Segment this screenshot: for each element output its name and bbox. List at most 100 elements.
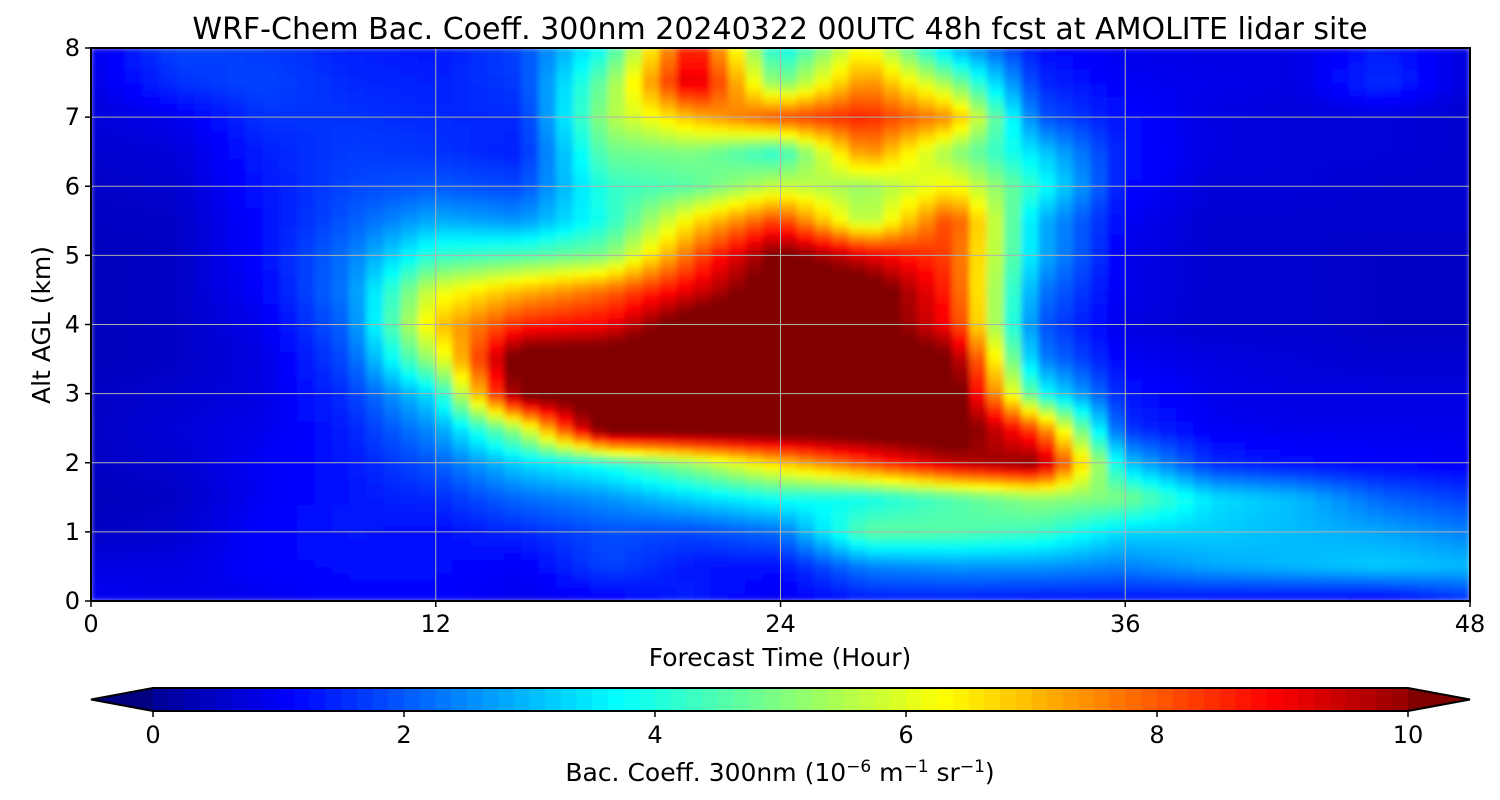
heatmap-cell	[486, 358, 506, 367]
heatmap-cell	[1245, 358, 1264, 367]
heatmap-cell	[417, 531, 437, 540]
heatmap-cell	[193, 372, 213, 381]
heatmap-cell	[1072, 427, 1092, 436]
heatmap-cell	[486, 178, 506, 187]
heatmap-cell	[779, 475, 799, 485]
heatmap-cell	[1331, 427, 1350, 436]
heatmap-cell	[848, 552, 868, 561]
heatmap-cell	[917, 337, 937, 346]
heatmap-cell	[314, 178, 333, 187]
heatmap-cell	[400, 593, 420, 601]
heatmap-cell	[228, 565, 247, 574]
heatmap-cell	[142, 455, 161, 464]
heatmap-cell	[211, 358, 230, 367]
heatmap-cell	[1348, 254, 1368, 263]
heatmap-cell	[469, 289, 489, 298]
heatmap-cell	[262, 538, 282, 547]
heatmap-cell	[1452, 351, 1470, 360]
heatmap-cell	[1348, 552, 1368, 561]
heatmap-cell	[400, 220, 420, 229]
heatmap-cell	[676, 337, 695, 346]
heatmap-cell	[159, 358, 178, 367]
heatmap-cell	[1072, 593, 1092, 601]
heatmap-cell	[883, 330, 902, 339]
heatmap-cell	[1297, 448, 1316, 457]
heatmap-cell	[590, 552, 609, 561]
heatmap-cell	[969, 330, 988, 339]
heatmap-cell	[245, 531, 264, 540]
heatmap-cell	[1262, 558, 1281, 568]
heatmap-cell	[607, 538, 626, 547]
heatmap-cell	[383, 586, 402, 595]
heatmap-cell	[331, 586, 351, 595]
heatmap-cell	[1038, 434, 1057, 443]
heatmap-cell	[745, 234, 764, 243]
heatmap-cell	[331, 234, 351, 243]
heatmap-cell	[452, 469, 471, 478]
heatmap-cell	[1176, 240, 1195, 250]
heatmap-cell	[176, 234, 196, 243]
heatmap-cell	[917, 524, 937, 533]
heatmap-cell	[211, 372, 230, 381]
heatmap-cell	[417, 413, 437, 422]
heatmap-cell	[452, 303, 471, 312]
heatmap-cell	[710, 240, 730, 250]
heatmap-cell	[1038, 351, 1057, 360]
heatmap-cell	[486, 365, 506, 374]
heatmap-cell	[1228, 227, 1247, 236]
heatmap-cell	[1314, 565, 1333, 574]
heatmap-cell	[400, 158, 420, 167]
heatmap-cell	[193, 282, 213, 291]
heatmap-cell	[866, 538, 885, 547]
heatmap-cell	[1434, 413, 1454, 422]
heatmap-cell	[831, 206, 851, 215]
heatmap-cell	[280, 316, 299, 326]
heatmap-cell	[521, 427, 540, 436]
heatmap-cell	[521, 441, 540, 450]
heatmap-cell	[935, 393, 954, 402]
heatmap-cell	[1124, 206, 1144, 215]
heatmap-cell	[124, 199, 144, 208]
heatmap-cell	[262, 254, 282, 263]
heatmap-cell	[1452, 586, 1470, 595]
heatmap-cell	[91, 420, 109, 429]
heatmap-cell	[91, 496, 109, 505]
heatmap-cell	[262, 227, 282, 236]
heatmap-cell	[469, 503, 489, 512]
heatmap-cell	[1452, 462, 1470, 471]
heatmap-cell	[797, 510, 816, 519]
heatmap-cell	[383, 482, 402, 491]
heatmap-cell	[159, 158, 178, 167]
heatmap-cell	[228, 379, 247, 388]
heatmap-cell	[1124, 586, 1144, 595]
heatmap-cell	[1314, 365, 1333, 374]
heatmap-cell	[1090, 206, 1109, 215]
heatmap-cell	[1348, 586, 1368, 595]
heatmap-cell	[762, 593, 782, 601]
heatmap-cell	[590, 469, 609, 478]
heatmap-cell	[193, 503, 213, 512]
heatmap-cell	[969, 558, 988, 568]
heatmap-cell	[762, 275, 782, 284]
heatmap-cell	[262, 158, 282, 167]
heatmap-cell	[624, 316, 644, 326]
heatmap-cell	[590, 489, 609, 498]
heatmap-cell	[452, 220, 471, 229]
heatmap-cell	[331, 365, 351, 374]
heatmap-cell	[1090, 192, 1109, 201]
heatmap-cell	[1417, 510, 1437, 519]
heatmap-cell	[452, 316, 471, 326]
heatmap-cell	[452, 545, 471, 554]
heatmap-cell	[900, 275, 919, 284]
heatmap-cell	[1417, 565, 1437, 574]
heatmap-cell	[1279, 323, 1299, 333]
heatmap-cell	[1038, 227, 1057, 236]
heatmap-cell	[1193, 310, 1213, 319]
heatmap-cell	[1262, 593, 1281, 601]
heatmap-cell	[762, 330, 782, 339]
heatmap-cell	[435, 469, 454, 478]
heatmap-cell	[176, 323, 196, 333]
heatmap-cell	[1434, 282, 1454, 291]
heatmap-cell	[1228, 220, 1247, 229]
heatmap-cell	[91, 510, 109, 519]
